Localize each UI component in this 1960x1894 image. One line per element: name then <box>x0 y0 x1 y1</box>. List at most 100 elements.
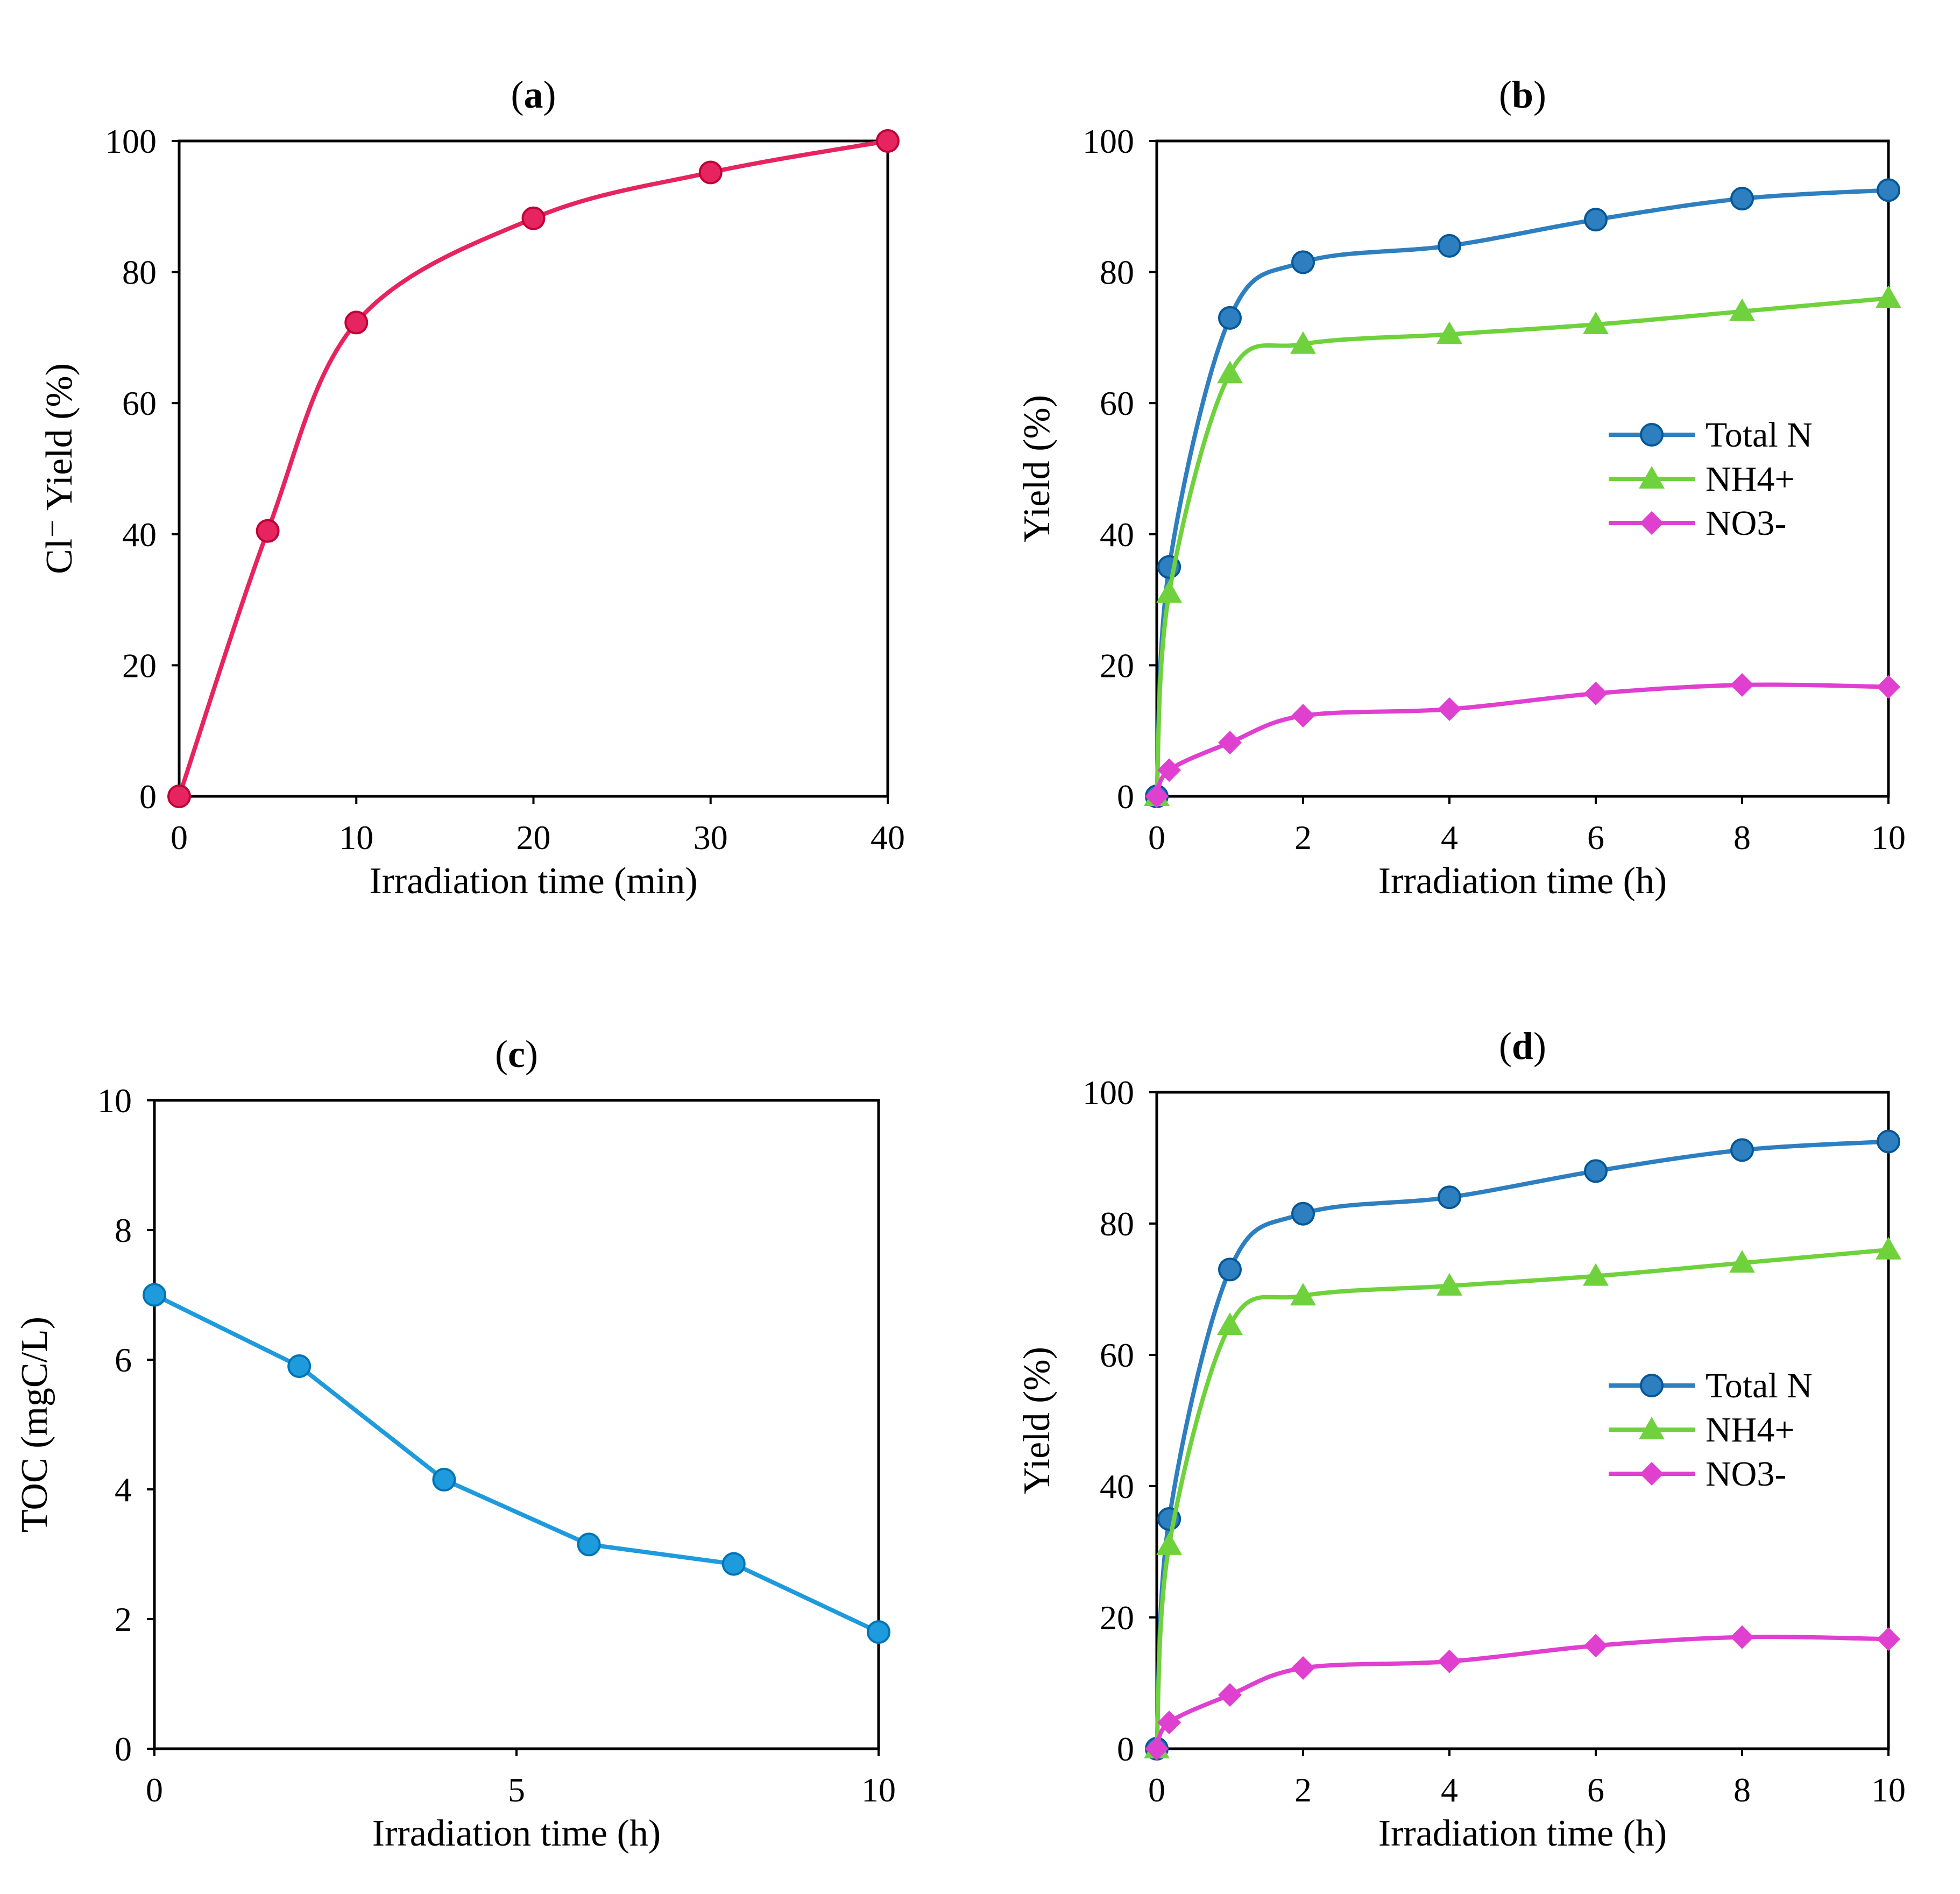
y-tick-label: 60 <box>1100 384 1134 422</box>
data-point-5 <box>1584 208 1608 232</box>
y-tick-label: 0 <box>115 1730 132 1768</box>
data-point-6 <box>1730 187 1754 211</box>
legend-item: Total N <box>1609 415 1813 455</box>
x-axis-label: Irradiation time (h) <box>372 1813 661 1854</box>
x-tick-label: 10 <box>339 818 373 857</box>
data-point-6 <box>1729 298 1755 321</box>
x-axis-label: Irradiation time (min) <box>369 860 697 902</box>
legend-label: Total N <box>1706 1366 1813 1405</box>
data-point-4 <box>721 1552 746 1576</box>
legend-item: NH4+ <box>1609 460 1795 499</box>
y-axis-label: Yield (%) <box>1016 1347 1058 1494</box>
data-point-0 <box>1145 1737 1169 1761</box>
legend: Total N NH4+ NO3- <box>1609 415 1813 543</box>
y-tick-label: 4 <box>115 1471 132 1509</box>
y-tick-label: 20 <box>1100 646 1134 684</box>
legend-label: NO3- <box>1706 1454 1786 1494</box>
x-tick-label: 8 <box>1733 818 1751 857</box>
data-point-legend <box>1640 511 1664 535</box>
y-tick-label: 20 <box>1100 1599 1134 1637</box>
y-tick-label: 100 <box>1082 1073 1134 1112</box>
series-total-n <box>1145 178 1900 808</box>
panel-c: (c) 0 2 4 6 8 10 0 5 10 Irradiation time (h) TOC (m… <box>14 1033 896 1854</box>
x-axis-label: Irradiation time (h) <box>1378 1813 1667 1854</box>
data-point-3 <box>1291 1656 1315 1680</box>
data-point-4 <box>1438 1649 1461 1673</box>
data-point-3 <box>1290 331 1316 354</box>
y-tick-label: 80 <box>1100 253 1134 292</box>
legend-label: Total N <box>1706 415 1813 455</box>
y-tick-label: 60 <box>122 384 157 422</box>
y-axis-label: TOC (mgC/L) <box>14 1317 55 1532</box>
series-line <box>1155 1635 1889 1750</box>
y-axis-label: Cl⁻ Yield (%) <box>39 363 80 574</box>
legend-item: Total N <box>1609 1366 1813 1405</box>
data-point-3 <box>1291 1202 1315 1226</box>
data-point-5 <box>1583 1263 1609 1286</box>
y-tick-label: 6 <box>115 1341 132 1379</box>
data-point-4 <box>1438 1185 1461 1210</box>
legend-item: NO3- <box>1609 504 1786 543</box>
data-point-3 <box>1290 1283 1316 1306</box>
panel-title: (c) <box>495 1033 538 1076</box>
data-point-7 <box>1877 1627 1900 1651</box>
data-point-3 <box>577 1532 601 1557</box>
x-tick-label: 10 <box>1871 818 1906 857</box>
x-tick-label: 10 <box>1871 1771 1906 1809</box>
y-axis-label: Yield (%) <box>1016 395 1058 542</box>
panel-title: (d) <box>1499 1024 1546 1068</box>
legend-label: NO3- <box>1706 504 1786 543</box>
data-point-legend <box>1640 1462 1664 1486</box>
y-tick-label: 10 <box>97 1082 132 1120</box>
plot-frame <box>1155 1091 1890 1750</box>
y-tick-label: 0 <box>1117 1730 1134 1768</box>
x-tick-label: 20 <box>516 818 551 857</box>
legend: Total N NH4+NO3- <box>1609 1366 1813 1494</box>
y-tick-label: 20 <box>122 646 157 684</box>
legend-label: NH4+ <box>1706 1410 1795 1450</box>
x-tick-label: 2 <box>1294 818 1312 857</box>
y-tick-label: 40 <box>1100 1467 1134 1506</box>
data-point-0 <box>143 1283 166 1307</box>
data-point-4 <box>1437 321 1462 344</box>
y-tick-label: 100 <box>1082 122 1134 160</box>
data-point-5 <box>1584 681 1608 705</box>
x-tick-label: 6 <box>1587 818 1604 857</box>
data-point-5 <box>1584 1159 1608 1183</box>
x-tick-label: 30 <box>694 818 728 857</box>
x-tick-label: 10 <box>861 1771 896 1809</box>
data-point-7 <box>1877 178 1900 202</box>
plot-frame <box>178 139 889 798</box>
y-tick-label: 80 <box>1100 1205 1134 1243</box>
data-point-1 <box>256 519 280 543</box>
data-point-1 <box>1157 758 1181 782</box>
panel-title: (b) <box>1499 73 1546 116</box>
data-point-6 <box>1730 1138 1754 1162</box>
y-tick-label: 100 <box>105 122 157 160</box>
data-point-0 <box>1145 785 1169 808</box>
y-tick-label: 0 <box>139 778 157 816</box>
panel-title: (a) <box>511 73 556 116</box>
data-point-1 <box>1156 580 1183 603</box>
data-point-7 <box>1877 1129 1900 1154</box>
plot-frame <box>153 1099 880 1750</box>
x-tick-label: 5 <box>508 1771 525 1809</box>
data-point-2 <box>344 310 369 335</box>
y-tick-label: 40 <box>122 515 157 554</box>
x-tick-label: 40 <box>871 818 905 857</box>
series-line <box>1155 682 1889 797</box>
data-point-5 <box>876 129 900 153</box>
series-nh4- <box>1144 1236 1901 1758</box>
series-line <box>177 139 888 797</box>
series-no3- <box>1145 673 1900 808</box>
x-tick-label: 8 <box>1733 1771 1751 1809</box>
data-point-2 <box>1218 1683 1242 1707</box>
x-tick-label: 4 <box>1441 1771 1458 1809</box>
y-tick-label: 0 <box>1117 778 1134 816</box>
data-point-4 <box>1438 234 1461 258</box>
panel-d: (d) 0 20 40 60 80 100 0 2 4 6 8 10 Irradiation time (… <box>1016 1024 1906 1854</box>
data-point-legend <box>1639 466 1665 489</box>
y-tick-label: 8 <box>115 1211 132 1249</box>
series-0 <box>143 1283 890 1644</box>
y-tick-label: 2 <box>115 1600 132 1638</box>
